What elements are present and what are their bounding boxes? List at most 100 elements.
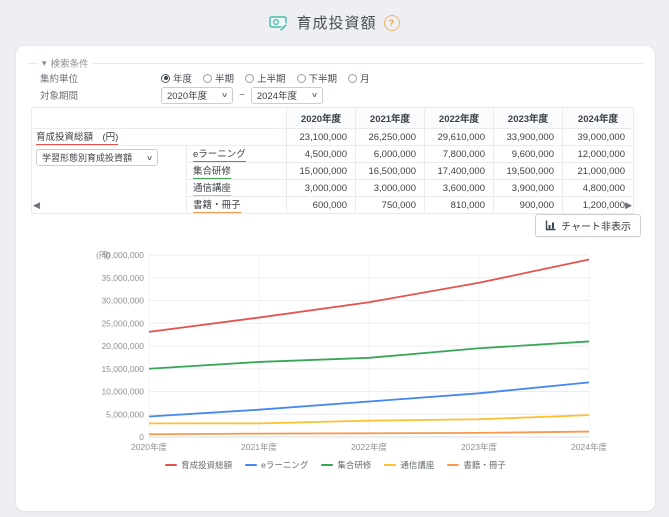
value-cell: 16,500,000 — [355, 162, 425, 180]
legend-item-育成投資総額: 育成投資総額 — [165, 459, 232, 471]
value-cell: 3,900,000 — [493, 179, 563, 197]
svg-text:2021年度: 2021年度 — [241, 442, 277, 452]
scroll-left-icon[interactable]: ◀ — [33, 200, 40, 210]
value-cell: 600,000 — [286, 196, 356, 214]
total-value-cell: 29,610,000 — [424, 128, 494, 146]
radio-unselected-icon — [348, 73, 358, 83]
collapse-icon: ▾ — [42, 57, 47, 68]
aggregation-unit-row: 集約単位 年度 半期 上半期 下半期 月 — [40, 71, 370, 85]
svg-text:35,000,000: 35,000,000 — [101, 273, 144, 283]
legend-item-集合研修: 集合研修 — [321, 459, 371, 471]
table-row-通信講座: 通信講座 3,000,000 3,000,000 3,600,000 3,900,000… — [32, 179, 634, 197]
chart-hide-button[interactable]: チャート非表示 — [535, 214, 641, 237]
table-body: 育成投資総額 (円) 23,100,000 26,250,000 29,610,000… — [31, 128, 634, 214]
chart-line-書籍・冊子 — [148, 430, 590, 436]
subcategory-cell: eラーニング — [186, 145, 287, 163]
value-cell: 3,000,000 — [286, 179, 356, 197]
value-cell: 4,800,000 — [562, 179, 634, 197]
legend-dash-icon — [447, 463, 460, 467]
legend-dash-icon — [321, 463, 334, 467]
svg-text:2022年度: 2022年度 — [351, 442, 387, 452]
subcategory-link[interactable]: 書籍・冊子 — [193, 198, 241, 213]
radio-option-下半期[interactable]: 下半期 — [296, 71, 338, 85]
value-cell: 750,000 — [355, 196, 425, 214]
year-header-cell: 2023年度 — [493, 107, 563, 129]
radio-option-label: 上半期 — [257, 74, 286, 85]
svg-text:2020年度: 2020年度 — [131, 442, 167, 452]
radio-option-label: 月 — [360, 74, 370, 85]
svg-text:10,000,000: 10,000,000 — [101, 387, 144, 397]
total-series-link[interactable]: 育成投資総額 (円) — [36, 130, 119, 145]
value-cell: 7,800,000 — [424, 145, 494, 163]
breakdown-select-cell: 学習形態別育成投資額 ∨ — [31, 145, 187, 214]
total-value-cell: 39,000,000 — [562, 128, 634, 146]
radio-selected-icon — [161, 73, 170, 83]
divider — [28, 62, 38, 64]
svg-text:0: 0 — [139, 432, 144, 442]
subcategory-link[interactable]: eラーニング — [193, 147, 246, 162]
period-from-select[interactable]: 2020年度 ∨ — [161, 86, 233, 104]
chart-line-通信講座 — [149, 414, 590, 425]
table-corner-cell — [31, 107, 287, 129]
value-cell: 3,600,000 — [424, 179, 494, 197]
subcategory-link[interactable]: 集合研修 — [193, 164, 232, 179]
svg-text:30,000,000: 30,000,000 — [101, 296, 144, 306]
svg-text:20,000,000: 20,000,000 — [101, 341, 144, 351]
value-cell: 17,400,000 — [424, 162, 494, 180]
year-header-cell: 2022年度 — [424, 107, 494, 129]
chevron-down-icon: ∨ — [310, 92, 318, 99]
value-cell: 12,000,000 — [562, 145, 634, 163]
chart-line-集合研修 — [148, 340, 590, 370]
search-conditions-header[interactable]: ▾ 検索条件 — [28, 56, 643, 70]
period-separator: ~ — [239, 89, 245, 101]
page-header: 育成投資額 ? — [0, 12, 669, 33]
radio-option-label: 下半期 — [308, 74, 338, 85]
radio-option-上半期[interactable]: 上半期 — [245, 71, 286, 85]
chart-svg: 0 5,000,000 10,000,000 15,000,000 20,000,000… — [96, 250, 607, 452]
investment-table: 2020年度 2021年度 2022年度 2023年度 2024年度 育成投資総額 (円… — [31, 107, 634, 214]
radio-option-半期[interactable]: 半期 — [203, 71, 234, 85]
legend-label: 書籍・冊子 — [463, 460, 506, 470]
year-header-cell: 2020年度 — [286, 107, 356, 129]
main-panel: ▾ 検索条件 集約単位 年度 半期 上半期 下半期 月 対象期間 2020年度 ∨ ~ … — [15, 45, 656, 512]
table-row-eラーニング: 学習形態別育成投資額 ∨ eラーニング 4,500,000 6,000,000 7,800… — [31, 145, 634, 214]
radio-option-label: 半期 — [215, 74, 235, 85]
breakdown-select-value: 学習形態別育成投資額 — [42, 153, 133, 163]
legend-label: eラーニング — [261, 460, 309, 470]
page-title: 育成投資額 — [296, 15, 377, 32]
bar-chart-icon — [545, 220, 556, 231]
period-to-select[interactable]: 2024年度 ∨ — [250, 86, 323, 104]
line-chart: 0 5,000,000 10,000,000 15,000,000 20,000,000… — [86, 248, 621, 458]
legend-label: 通信講座 — [400, 460, 435, 470]
divider — [92, 62, 643, 64]
target-period-row: 対象期間 2020年度 ∨ ~ 2024年度 ∨ — [40, 86, 323, 104]
value-cell: 15,000,000 — [286, 162, 356, 180]
period-to-value: 2024年度 — [256, 91, 297, 102]
svg-text:40,000,000: 40,000,000 — [101, 250, 144, 260]
svg-text:(円): (円) — [96, 250, 110, 260]
value-cell: 19,500,000 — [493, 162, 563, 180]
breakdown-select[interactable]: 学習形態別育成投資額 ∨ — [36, 149, 158, 166]
radio-option-年度[interactable]: 年度 — [161, 71, 192, 85]
subcategory-cell: 集合研修 — [186, 162, 287, 180]
chevron-down-icon: ∨ — [145, 154, 154, 162]
value-cell: 9,600,000 — [493, 145, 563, 163]
legend-item-eラーニング: eラーニング — [245, 459, 308, 471]
search-conditions-label: 検索条件 — [50, 59, 89, 70]
legend-dash-icon — [165, 463, 178, 467]
value-cell: 810,000 — [424, 196, 494, 214]
total-value-cell: 33,900,000 — [493, 128, 563, 146]
svg-text:25,000,000: 25,000,000 — [101, 318, 144, 328]
legend-label: 集合研修 — [337, 460, 372, 470]
table-row-total: 育成投資総額 (円) 23,100,000 26,250,000 29,610,000… — [31, 128, 634, 146]
legend-label: 育成投資総額 — [181, 460, 233, 470]
svg-text:15,000,000: 15,000,000 — [101, 364, 144, 374]
scroll-right-icon[interactable]: ▶ — [625, 200, 632, 210]
subcategory-link[interactable]: 通信講座 — [193, 181, 232, 196]
period-from-value: 2020年度 — [167, 91, 208, 102]
value-cell: 900,000 — [493, 196, 563, 214]
radio-unselected-icon — [245, 73, 255, 83]
help-icon[interactable]: ? — [383, 14, 400, 31]
subcategory-cell: 通信講座 — [186, 179, 287, 197]
radio-option-月[interactable]: 月 — [348, 71, 370, 85]
